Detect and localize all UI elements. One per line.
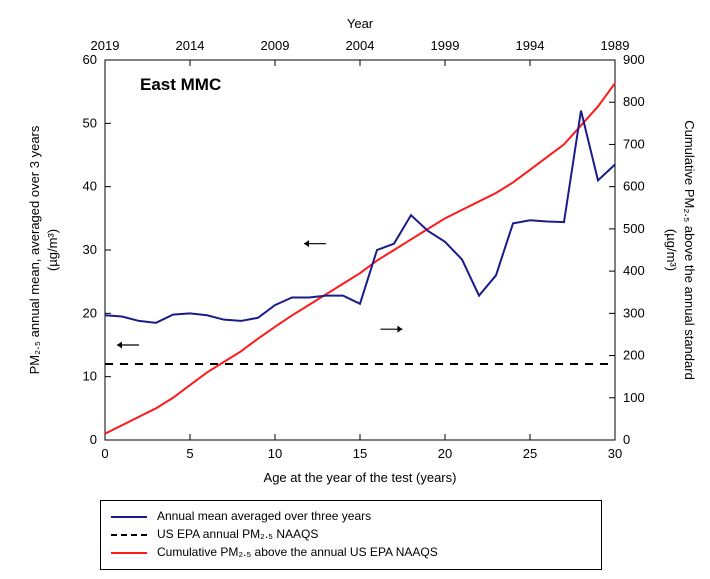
pointer-arrow-head — [397, 326, 402, 333]
y-right-tick-label: 500 — [623, 221, 645, 236]
legend-swatch — [111, 507, 147, 525]
svg-text:(µg/m³): (µg/m³) — [664, 229, 679, 271]
x-bottom-tick-label: 30 — [608, 446, 622, 461]
chart-inset-title: East MMC — [140, 75, 221, 94]
legend-label: Annual mean averaged over three years — [157, 509, 371, 523]
series-cumulative — [105, 83, 615, 433]
y-right-tick-label: 100 — [623, 390, 645, 405]
y-right-tick-label: 700 — [623, 136, 645, 151]
legend-swatch — [111, 525, 147, 543]
y-right-tick-label: 600 — [623, 179, 645, 194]
y-left-axis-label: PM₂.₅ annual mean, averaged over 3 years… — [27, 125, 60, 374]
y-left-tick-label: 10 — [83, 369, 97, 384]
x-top-tick-label: 2019 — [91, 38, 120, 53]
y-left-tick-label: 0 — [90, 432, 97, 447]
y-right-tick-label: 900 — [623, 52, 645, 67]
x-top-tick-label: 2004 — [346, 38, 375, 53]
x-bottom-tick-label: 25 — [523, 446, 537, 461]
svg-text:PM₂.₅ annual mean, averaged ov: PM₂.₅ annual mean, averaged over 3 years — [27, 125, 42, 374]
x-top-tick-label: 2014 — [176, 38, 205, 53]
y-right-tick-label: 0 — [623, 432, 630, 447]
y-left-tick-label: 60 — [83, 52, 97, 67]
x-bottom-tick-label: 0 — [101, 446, 108, 461]
legend-swatch — [111, 543, 147, 561]
legend-item: US EPA annual PM₂.₅ NAAQS — [111, 525, 591, 543]
legend-label: Cumulative PM₂.₅ above the annual US EPA… — [157, 545, 438, 559]
y-left-tick-label: 40 — [83, 179, 97, 194]
legend-item: Cumulative PM₂.₅ above the annual US EPA… — [111, 543, 591, 561]
series-annual-mean — [105, 111, 615, 323]
x-top-tick-label: 1999 — [431, 38, 460, 53]
x-bottom-tick-label: 20 — [438, 446, 452, 461]
x-bottom-tick-label: 15 — [353, 446, 367, 461]
legend-label: US EPA annual PM₂.₅ NAAQS — [157, 527, 318, 541]
pointer-arrow-head — [117, 342, 122, 349]
y-right-tick-label: 300 — [623, 305, 645, 320]
x-bottom-tick-label: 5 — [186, 446, 193, 461]
x-top-tick-label: 1994 — [516, 38, 545, 53]
chart-legend: Annual mean averaged over three years US … — [100, 500, 602, 570]
legend-item: Annual mean averaged over three years — [111, 507, 591, 525]
y-right-tick-label: 800 — [623, 94, 645, 109]
pointer-arrow-head — [304, 240, 309, 247]
chart: 0 5 10 15 20 25 30 Age at the year of the test … — [0, 0, 710, 579]
plot-area — [105, 60, 615, 440]
x-top-tick-label: 2009 — [261, 38, 290, 53]
svg-text:Cumulative PM₂.₅ above the ann: Cumulative PM₂.₅ above the annual standa… — [682, 120, 697, 380]
y-left-tick-label: 50 — [83, 115, 97, 130]
x-top-tick-label: 1989 — [601, 38, 630, 53]
svg-text:(µg/m³): (µg/m³) — [45, 229, 60, 271]
y-left-tick-label: 20 — [83, 305, 97, 320]
x-bottom-tick-label: 10 — [268, 446, 282, 461]
y-left-tick-label: 30 — [83, 242, 97, 257]
y-right-axis-label: Cumulative PM₂.₅ above the annual standa… — [664, 120, 697, 380]
y-right-tick-label: 400 — [623, 263, 645, 278]
y-right-tick-label: 200 — [623, 348, 645, 363]
x-bottom-axis-label: Age at the year of the test (years) — [264, 470, 457, 485]
x-top-axis-label: Year — [347, 16, 374, 31]
